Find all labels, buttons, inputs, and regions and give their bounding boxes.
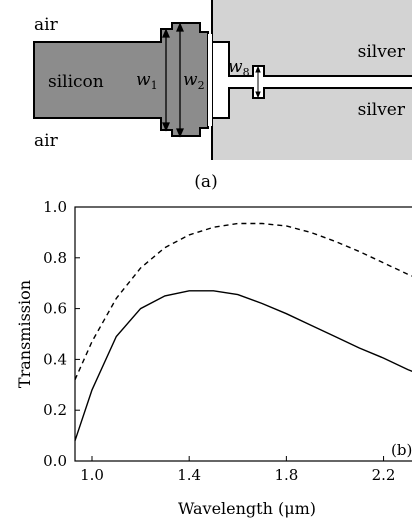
y-tick-label: 0.8 xyxy=(43,249,67,267)
w8-dimension-arrow xyxy=(255,65,261,99)
x-tick-label: 1.4 xyxy=(177,466,201,484)
y-tick-label: 0.0 xyxy=(43,452,67,470)
x-tick-label: 1.0 xyxy=(80,466,104,484)
air-label-bottom: air xyxy=(34,131,59,151)
w1-label: w1 xyxy=(136,70,158,92)
silicon-waveguide xyxy=(33,22,209,137)
silver-label-top: silver xyxy=(358,42,406,62)
y-tick-label: 0.6 xyxy=(43,300,67,318)
w1-dimension-arrow xyxy=(162,28,170,132)
plot-frame xyxy=(74,206,412,462)
x-tick-label: 2.2 xyxy=(372,466,396,484)
output-channel xyxy=(229,76,412,88)
caption-a: (a) xyxy=(194,172,217,192)
y-tick-label: 0.2 xyxy=(43,401,67,419)
x-axis: 1.0 1.4 1.8 2.2 xyxy=(80,456,395,484)
series-dashed-line xyxy=(74,222,412,380)
w8-label: w8 xyxy=(228,57,250,79)
silicon-label: silicon xyxy=(48,72,104,92)
y-axis-title: Transmission xyxy=(15,280,34,388)
x-tick-label: 1.8 xyxy=(274,466,298,484)
y-tick-label: 1.0 xyxy=(43,198,67,216)
w2-dimension-arrow xyxy=(176,22,184,138)
air-slot xyxy=(213,42,229,118)
series-layer xyxy=(74,222,412,441)
structure-diagram: air air silicon silver silver w1 w2 w8 (… xyxy=(33,0,412,192)
silver-label-bottom: silver xyxy=(358,100,406,120)
air-label-top: air xyxy=(34,15,59,35)
y-axis: 0.0 0.2 0.4 0.6 0.8 1.0 xyxy=(43,198,80,470)
panel-label-b: (b) xyxy=(391,441,412,459)
y-tick-label: 0.4 xyxy=(43,350,67,368)
gap xyxy=(208,34,212,126)
series-solid-line xyxy=(74,290,412,441)
transmission-chart: 0.0 0.2 0.4 0.6 0.8 1.0 1.0 1.4 1.8 2.2 Waveleng… xyxy=(15,198,412,518)
x-axis-title: Wavelength (μm) xyxy=(178,499,316,518)
w2-label: w2 xyxy=(183,70,205,92)
